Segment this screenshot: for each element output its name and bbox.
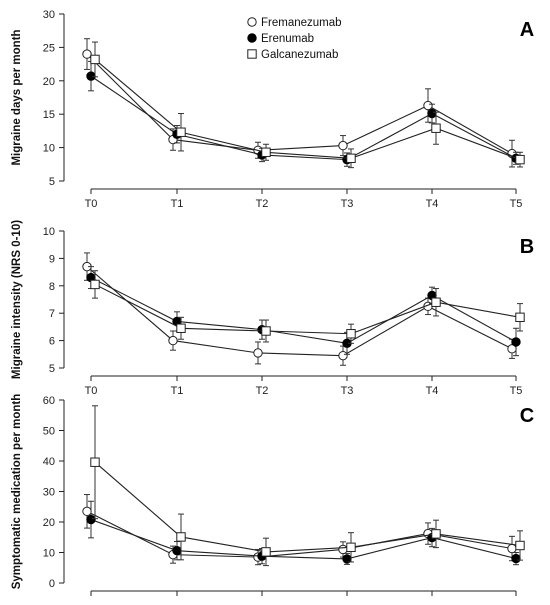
panel-c-series-line-galcanezumab [94, 461, 521, 553]
panel-b-series-line-fremanezumab [86, 266, 513, 357]
panel-b-label: B [520, 236, 534, 258]
panel-c-y-tick-label: 30 [43, 487, 55, 499]
panel-c-series-line-erenumab [90, 519, 517, 560]
panel-a-y-tick-label: 10 [43, 143, 55, 155]
panel-c-point-galcanezumab [176, 532, 186, 542]
panel-a-point-galcanezumab [90, 54, 100, 65]
panel-a-x-tick-label: T2 [256, 198, 269, 210]
panel-b-x-tick-label: T3 [341, 385, 354, 397]
panel-b-point-fremanezumab [168, 335, 178, 346]
panel-a-y-tick-label: 20 [43, 76, 55, 88]
panel-b-point-galcanezumab [346, 329, 356, 339]
panel-c-point-galcanezumab [515, 540, 525, 551]
panel-b-point-galcanezumab [515, 312, 525, 323]
panel-a-x-tick-label: T3 [341, 198, 354, 210]
panel-b-x-tick-label: T1 [171, 385, 184, 397]
panel-a-point-erenumab [86, 71, 96, 81]
panel-b-x-tick-label: T5 [510, 385, 523, 397]
panel-a-point-galcanezumab [346, 153, 356, 163]
panel-a-point-fremanezumab [423, 100, 433, 111]
panel-b-series-line-erenumab [90, 277, 517, 344]
panel-a-label: A [520, 19, 534, 41]
panel-a-point-fremanezumab [338, 140, 348, 151]
panel-b-point-fremanezumab [338, 350, 348, 361]
panel-b-x-tick-label: T2 [256, 385, 269, 397]
panel-c-point-erenumab [86, 514, 96, 525]
panel-b-point-galcanezumab [90, 279, 100, 290]
panel-a-point-fremanezumab [82, 49, 92, 59]
panel-a-y-tick-label: 30 [43, 9, 55, 21]
legend-label-erenumab: Erenumab [261, 33, 314, 45]
panel-a-y-tick-label: 25 [43, 42, 55, 54]
panel-b-point-erenumab [511, 337, 521, 347]
panel-c-label: C [520, 405, 534, 427]
panel-a-x-tick-label: T4 [426, 198, 439, 210]
panel-a-point-erenumab [427, 108, 437, 119]
panel-c-point-fremanezumab [338, 544, 348, 555]
panel-b-y-tick-label: 10 [43, 226, 55, 238]
panel-b-y-tick-label: 9 [49, 253, 55, 265]
panel-a-x-tick-label: T5 [510, 198, 523, 210]
panel-c-point-galcanezumab [431, 529, 441, 539]
legend-marker-galcanezumab [247, 49, 257, 59]
legend-label-galcanezumab: Galcanezumab [261, 49, 338, 61]
panel-a-y-axis-title: Migraine days per month [11, 29, 23, 165]
panel-b-y-tick-label: 8 [49, 281, 55, 293]
panel-a-y-tick-label: 15 [43, 109, 55, 121]
panel-a-series-line-erenumab [90, 75, 517, 161]
panel-b-y-axis-title: Migraine intensity (NRS 0-10) [11, 220, 23, 379]
panel-c-y-tick-label: 20 [43, 517, 55, 529]
panel-b-y-tick-label: 6 [49, 336, 55, 348]
legend-marker-erenumab [247, 33, 257, 43]
panel-b-point-galcanezumab [176, 323, 186, 333]
panel-c-point-fremanezumab [507, 543, 517, 554]
panel-c-point-erenumab [511, 553, 521, 564]
panel-c-point-galcanezumab [90, 457, 100, 467]
panel-a-x-tick-label: T0 [85, 198, 98, 210]
panel-c-y-tick-label: 40 [43, 456, 55, 468]
panel-c-point-galcanezumab [346, 542, 356, 553]
panel-b-y-tick-label: 5 [49, 363, 55, 375]
panel-c-y-axis-title: Symptomatic medication per month [11, 394, 23, 590]
panel-b-x-tick-label: T0 [85, 385, 98, 397]
panel-c-point-galcanezumab [261, 547, 271, 557]
panel-c-point-erenumab [172, 545, 182, 556]
panel-a-point-galcanezumab [261, 147, 271, 157]
panel-a-series-line-galcanezumab [94, 59, 521, 161]
panel-c-y-tick-label: 50 [43, 426, 55, 438]
panel-c-y-tick-label: 0 [49, 578, 55, 590]
panel-b-point-galcanezumab [261, 326, 271, 336]
panel-a-series-line-fremanezumab [86, 53, 513, 155]
panel-a-point-galcanezumab [515, 154, 525, 165]
panel-c-y-tick-label: 10 [43, 548, 55, 560]
panel-b-series-line-galcanezumab [94, 283, 521, 335]
panel-c-series-line-fremanezumab [86, 510, 513, 558]
panel-c-point-fremanezumab [82, 506, 92, 517]
panel-a-point-galcanezumab [431, 123, 441, 133]
panel-a-point-galcanezumab [176, 127, 186, 137]
panel-b-x-tick-label: T4 [426, 385, 439, 397]
panel-c-y-tick-label: 60 [43, 395, 55, 407]
panel-b-point-fremanezumab [253, 348, 263, 358]
legend-marker-fremanezumab [247, 17, 257, 27]
panel-a-y-tick-label: 5 [49, 176, 55, 188]
legend-label-fremanezumab: Fremanezumab [261, 17, 342, 29]
panel-b-point-galcanezumab [431, 297, 441, 307]
panel-b-y-tick-label: 7 [49, 308, 55, 320]
panel-a-x-tick-label: T1 [171, 198, 184, 210]
